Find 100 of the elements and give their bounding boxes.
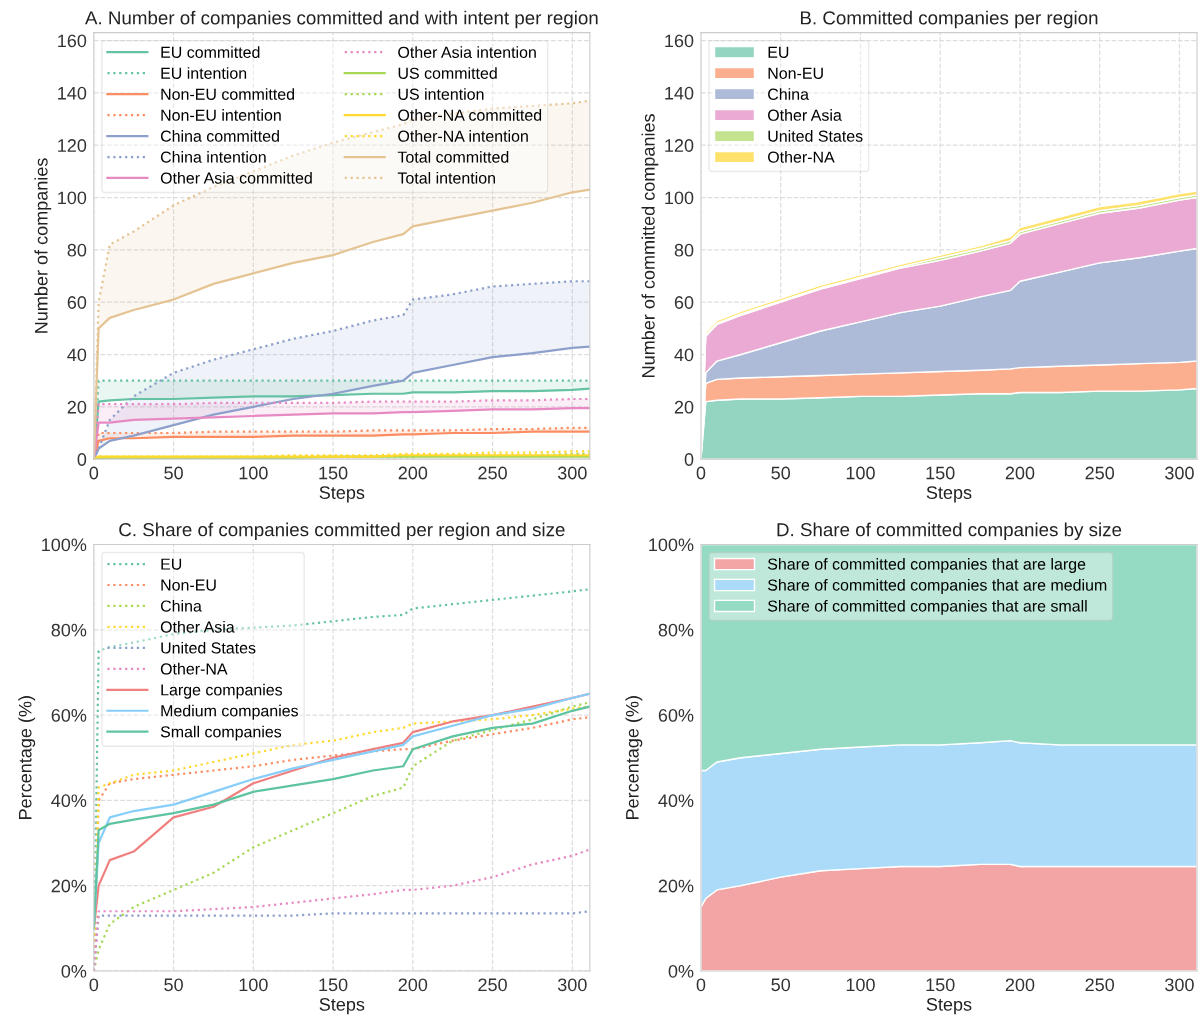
- x-axis-title: Steps: [926, 998, 972, 1015]
- y-tick-label: 20: [674, 400, 694, 414]
- legend-label: EU: [768, 46, 789, 58]
- y-tick-label: 100: [665, 191, 694, 205]
- legend-label: Other-NA intention: [398, 130, 528, 142]
- y-tick-label: 100: [58, 191, 87, 205]
- legend-label: Medium companies: [161, 704, 299, 720]
- legend-label: China: [160, 599, 202, 612]
- y-tick-label: 40: [67, 348, 87, 362]
- y-axis-title: Percentage (%): [18, 696, 36, 819]
- legend-label: US committed: [398, 67, 497, 79]
- x-tick-label: 200: [1005, 466, 1035, 480]
- x-tick-label: 100: [239, 466, 268, 480]
- x-axis-title: Steps: [319, 486, 365, 503]
- y-tick-label: 160: [58, 34, 87, 48]
- chart-title: C. Share of companies committed per region and size: [119, 522, 565, 541]
- legend-label: EU: [161, 558, 182, 570]
- legend-label: China intention: [160, 151, 266, 163]
- x-tick-label: 250: [1085, 978, 1115, 992]
- y-tick-label: 0: [77, 453, 87, 466]
- x-tick-label: 200: [398, 978, 428, 992]
- legend-label: Non-EU intention: [161, 109, 281, 121]
- x-tick-label: 50: [771, 978, 791, 992]
- y-tick-label: 60%: [51, 709, 87, 722]
- legend-label: China committed: [160, 130, 279, 142]
- y-tick-label: 0%: [668, 964, 694, 978]
- y-tick-label: 20: [67, 400, 87, 414]
- y-tick-label: 60: [67, 296, 87, 309]
- x-tick-label: 150: [926, 466, 955, 480]
- y-tick-label: 140: [58, 86, 87, 100]
- x-tick-label: 250: [1085, 466, 1115, 480]
- legend-label: Other-NA: [160, 662, 228, 675]
- legend-label: Other Asia: [768, 109, 842, 121]
- legend-label: EU committed: [161, 46, 260, 58]
- y-axis-title: Number of companies: [34, 158, 52, 333]
- x-tick-label: 200: [398, 466, 428, 480]
- legend-label: EU intention: [161, 67, 247, 79]
- legend-label: Total committed: [397, 151, 509, 163]
- x-tick-label: 50: [164, 978, 183, 992]
- y-tick-label: 60%: [658, 709, 694, 722]
- chart-title: D. Share of committed companies by size: [777, 522, 1122, 541]
- y-tick-label: 120: [58, 139, 87, 152]
- legend-label: United States: [768, 130, 863, 142]
- legend-label: Total intention: [397, 172, 495, 184]
- legend-label: Other Asia intention: [398, 46, 536, 58]
- legend-label: Share of committed companies that are small: [767, 599, 1087, 615]
- legend-label: Non-EU: [161, 579, 216, 591]
- legend-label: United States: [161, 641, 256, 654]
- y-tick-label: 60: [674, 296, 694, 309]
- y-tick-label: 0%: [61, 964, 87, 978]
- y-tick-label: 20%: [51, 879, 87, 893]
- legend-label: Other-NA committed: [398, 109, 542, 121]
- x-axis-title: Steps: [319, 998, 365, 1015]
- y-tick-label: 160: [665, 34, 694, 48]
- x-tick-label: 250: [478, 978, 507, 992]
- y-tick-label: 100%: [649, 538, 694, 552]
- y-tick-label: 80%: [51, 623, 87, 637]
- y-tick-label: 80: [67, 243, 87, 257]
- legend-label: US intention: [398, 88, 484, 100]
- x-tick-label: 250: [478, 466, 507, 480]
- x-tick-label: 0: [696, 466, 706, 480]
- legend-label: Other Asia committed: [160, 172, 312, 184]
- legend-label: Share of committed companies that are large: [767, 558, 1086, 573]
- x-tick-label: 100: [846, 978, 875, 992]
- x-tick-label: 150: [926, 978, 955, 992]
- y-tick-label: 80%: [658, 623, 694, 637]
- y-tick-label: 40%: [658, 794, 694, 808]
- y-tick-label: 140: [665, 86, 694, 100]
- legend-label: Share of committed companies that are medium: [767, 579, 1107, 594]
- x-tick-label: 150: [319, 466, 348, 480]
- y-tick-label: 40: [674, 348, 694, 362]
- x-tick-label: 0: [696, 978, 706, 992]
- y-tick-label: 80: [674, 243, 694, 257]
- x-tick-label: 100: [846, 466, 875, 480]
- x-tick-label: 150: [319, 978, 348, 992]
- x-tick-label: 300: [1165, 466, 1194, 480]
- x-tick-label: 0: [89, 978, 99, 992]
- chart-title: A. Number of companies committed and with intent per region: [85, 10, 598, 29]
- x-tick-label: 50: [771, 466, 791, 480]
- legend-label: China: [768, 88, 809, 100]
- x-axis-title: Steps: [926, 486, 972, 503]
- y-axis-title: Number of committed companies: [641, 114, 659, 377]
- y-tick-label: 20%: [658, 879, 694, 893]
- legend-label: Small companies: [160, 725, 282, 741]
- y-axis-title: Percentage (%): [625, 696, 643, 819]
- y-tick-label: 0: [684, 453, 694, 466]
- x-tick-label: 0: [89, 466, 99, 480]
- x-tick-label: 200: [1005, 978, 1035, 992]
- x-tick-label: 300: [1165, 978, 1194, 992]
- x-tick-label: 300: [557, 978, 587, 992]
- chart-title: B. Committed companies per region: [800, 10, 1098, 29]
- x-tick-label: 50: [164, 466, 183, 480]
- legend-label: Non-EU: [768, 67, 823, 79]
- legend-label: Other Asia: [160, 620, 235, 633]
- y-tick-label: 40%: [51, 794, 87, 808]
- legend-label: Non-EU committed: [161, 88, 294, 100]
- y-tick-label: 120: [665, 139, 694, 152]
- y-tick-label: 100%: [42, 538, 87, 552]
- x-tick-label: 100: [239, 978, 268, 992]
- legend-label: Other-NA: [768, 151, 835, 163]
